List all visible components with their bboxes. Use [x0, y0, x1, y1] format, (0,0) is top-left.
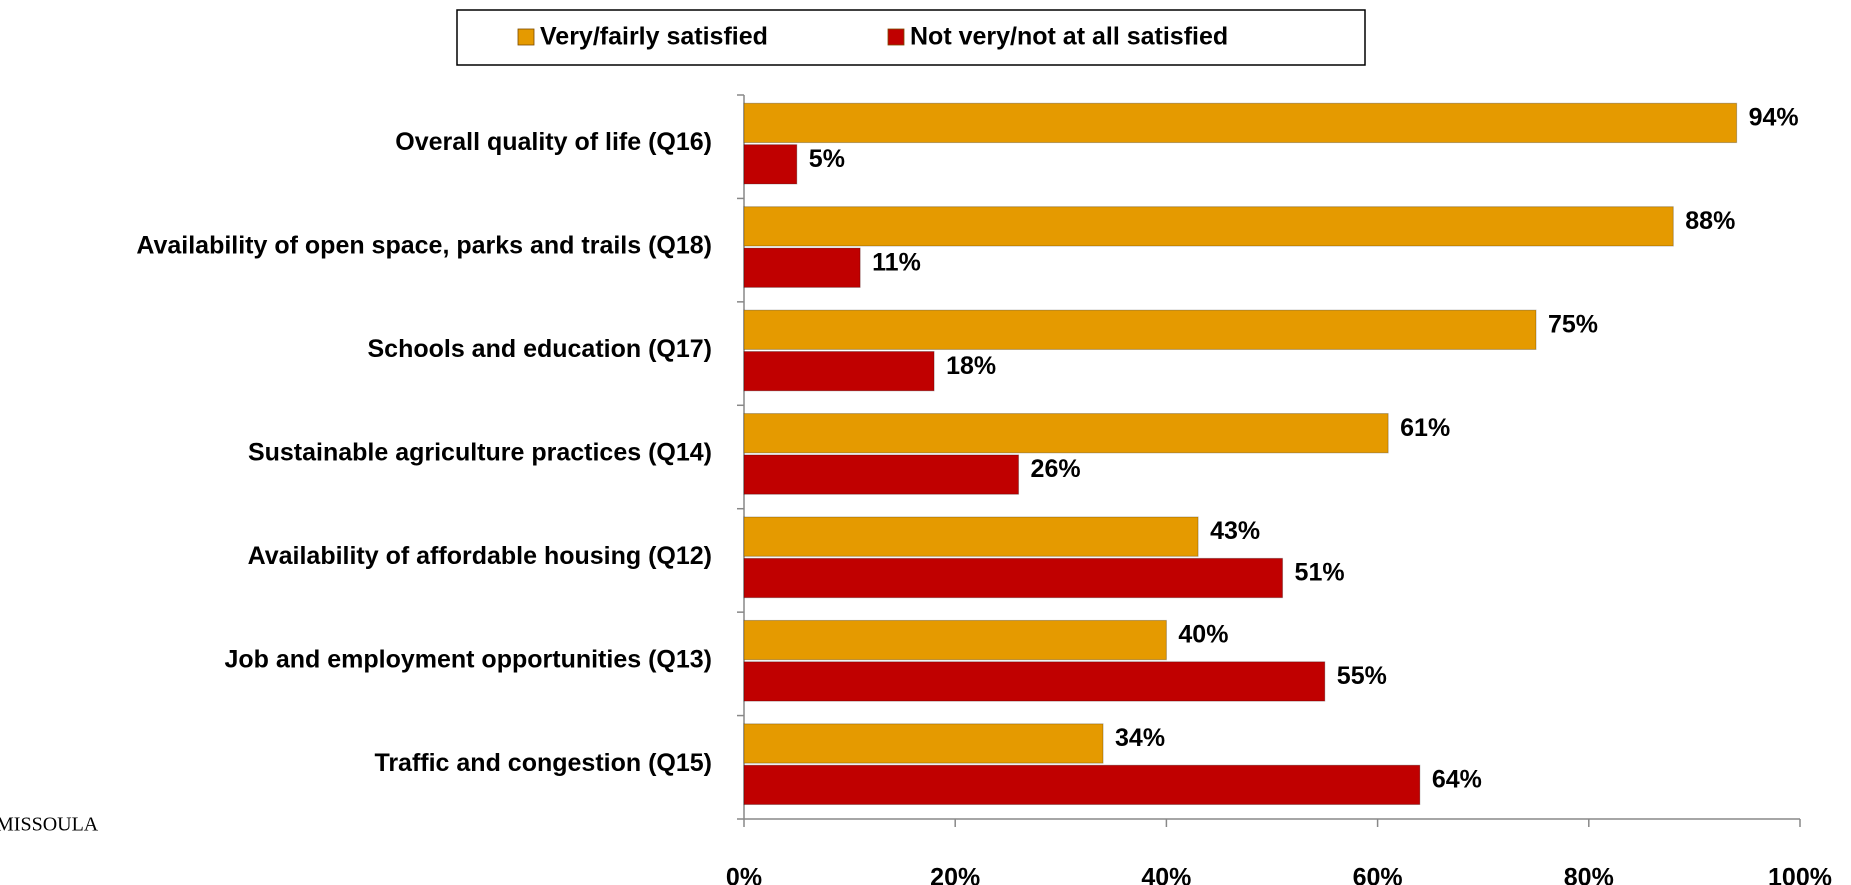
category-label: Job and employment opportunities (Q13): [224, 645, 712, 673]
bar: [743, 764, 1421, 806]
category-label: Availability of open space, parks and tr…: [136, 232, 712, 260]
value-label: 51%: [1295, 559, 1345, 587]
bar: [743, 516, 1199, 557]
bar: [743, 309, 1537, 350]
bar: [743, 144, 798, 185]
x-tick-label: 20%: [930, 864, 980, 885]
value-label: 75%: [1548, 310, 1598, 338]
bar: [743, 723, 1104, 764]
bar: [743, 619, 1167, 661]
value-label: 40%: [1178, 621, 1228, 649]
bar: [743, 247, 861, 288]
bar: [743, 454, 1020, 495]
x-tick-label: 40%: [1141, 864, 1191, 885]
category-label: Sustainable agriculture practices (Q14): [248, 439, 712, 467]
logo-text: MISSOULA: [0, 814, 99, 836]
legend-label: Very/fairly satisfied: [540, 23, 768, 51]
value-label: 18%: [946, 352, 996, 380]
value-label: 43%: [1210, 517, 1260, 545]
x-tick-label: 60%: [1353, 864, 1403, 885]
value-label: 64%: [1432, 765, 1482, 793]
legend-label: Not very/not at all satisfied: [910, 23, 1228, 51]
x-tick-label: 0%: [726, 864, 762, 885]
x-tick-label: 100%: [1768, 864, 1832, 885]
legend-swatch: [887, 28, 905, 46]
category-label: Schools and education (Q17): [368, 335, 713, 363]
value-label: 94%: [1749, 104, 1799, 132]
value-label: 61%: [1400, 414, 1450, 442]
bar: [743, 351, 935, 392]
legend-swatch: [517, 28, 535, 46]
legend-box: [456, 9, 1366, 66]
bar: [743, 557, 1284, 599]
value-label: 26%: [1031, 455, 1081, 483]
value-label: 55%: [1337, 662, 1387, 690]
bar: [743, 206, 1674, 247]
value-label: 11%: [872, 248, 921, 276]
category-label: Traffic and congestion (Q15): [374, 749, 712, 777]
bar: [743, 413, 1389, 454]
value-label: 88%: [1685, 207, 1735, 235]
x-tick-label: 80%: [1564, 864, 1614, 885]
value-label: 34%: [1115, 724, 1165, 752]
value-label: 5%: [809, 145, 845, 173]
category-label: Availability of affordable housing (Q12): [248, 542, 712, 570]
category-label: Overall quality of life (Q16): [395, 128, 712, 156]
bar: [743, 102, 1738, 144]
bar: [743, 661, 1326, 702]
